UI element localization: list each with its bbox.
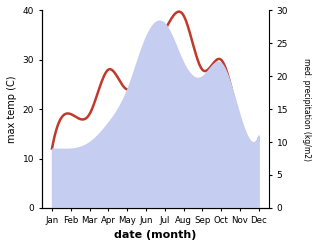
Y-axis label: med. precipitation (kg/m2): med. precipitation (kg/m2): [302, 58, 311, 161]
Y-axis label: max temp (C): max temp (C): [7, 75, 17, 143]
X-axis label: date (month): date (month): [114, 230, 197, 240]
